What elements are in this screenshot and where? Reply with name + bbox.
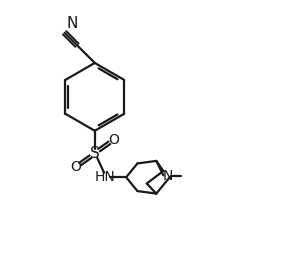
Text: S: S [90,146,100,161]
Text: HN: HN [95,170,115,184]
Text: N: N [67,16,78,31]
Text: O: O [108,133,119,147]
Text: N: N [162,169,173,183]
Text: O: O [70,160,81,174]
